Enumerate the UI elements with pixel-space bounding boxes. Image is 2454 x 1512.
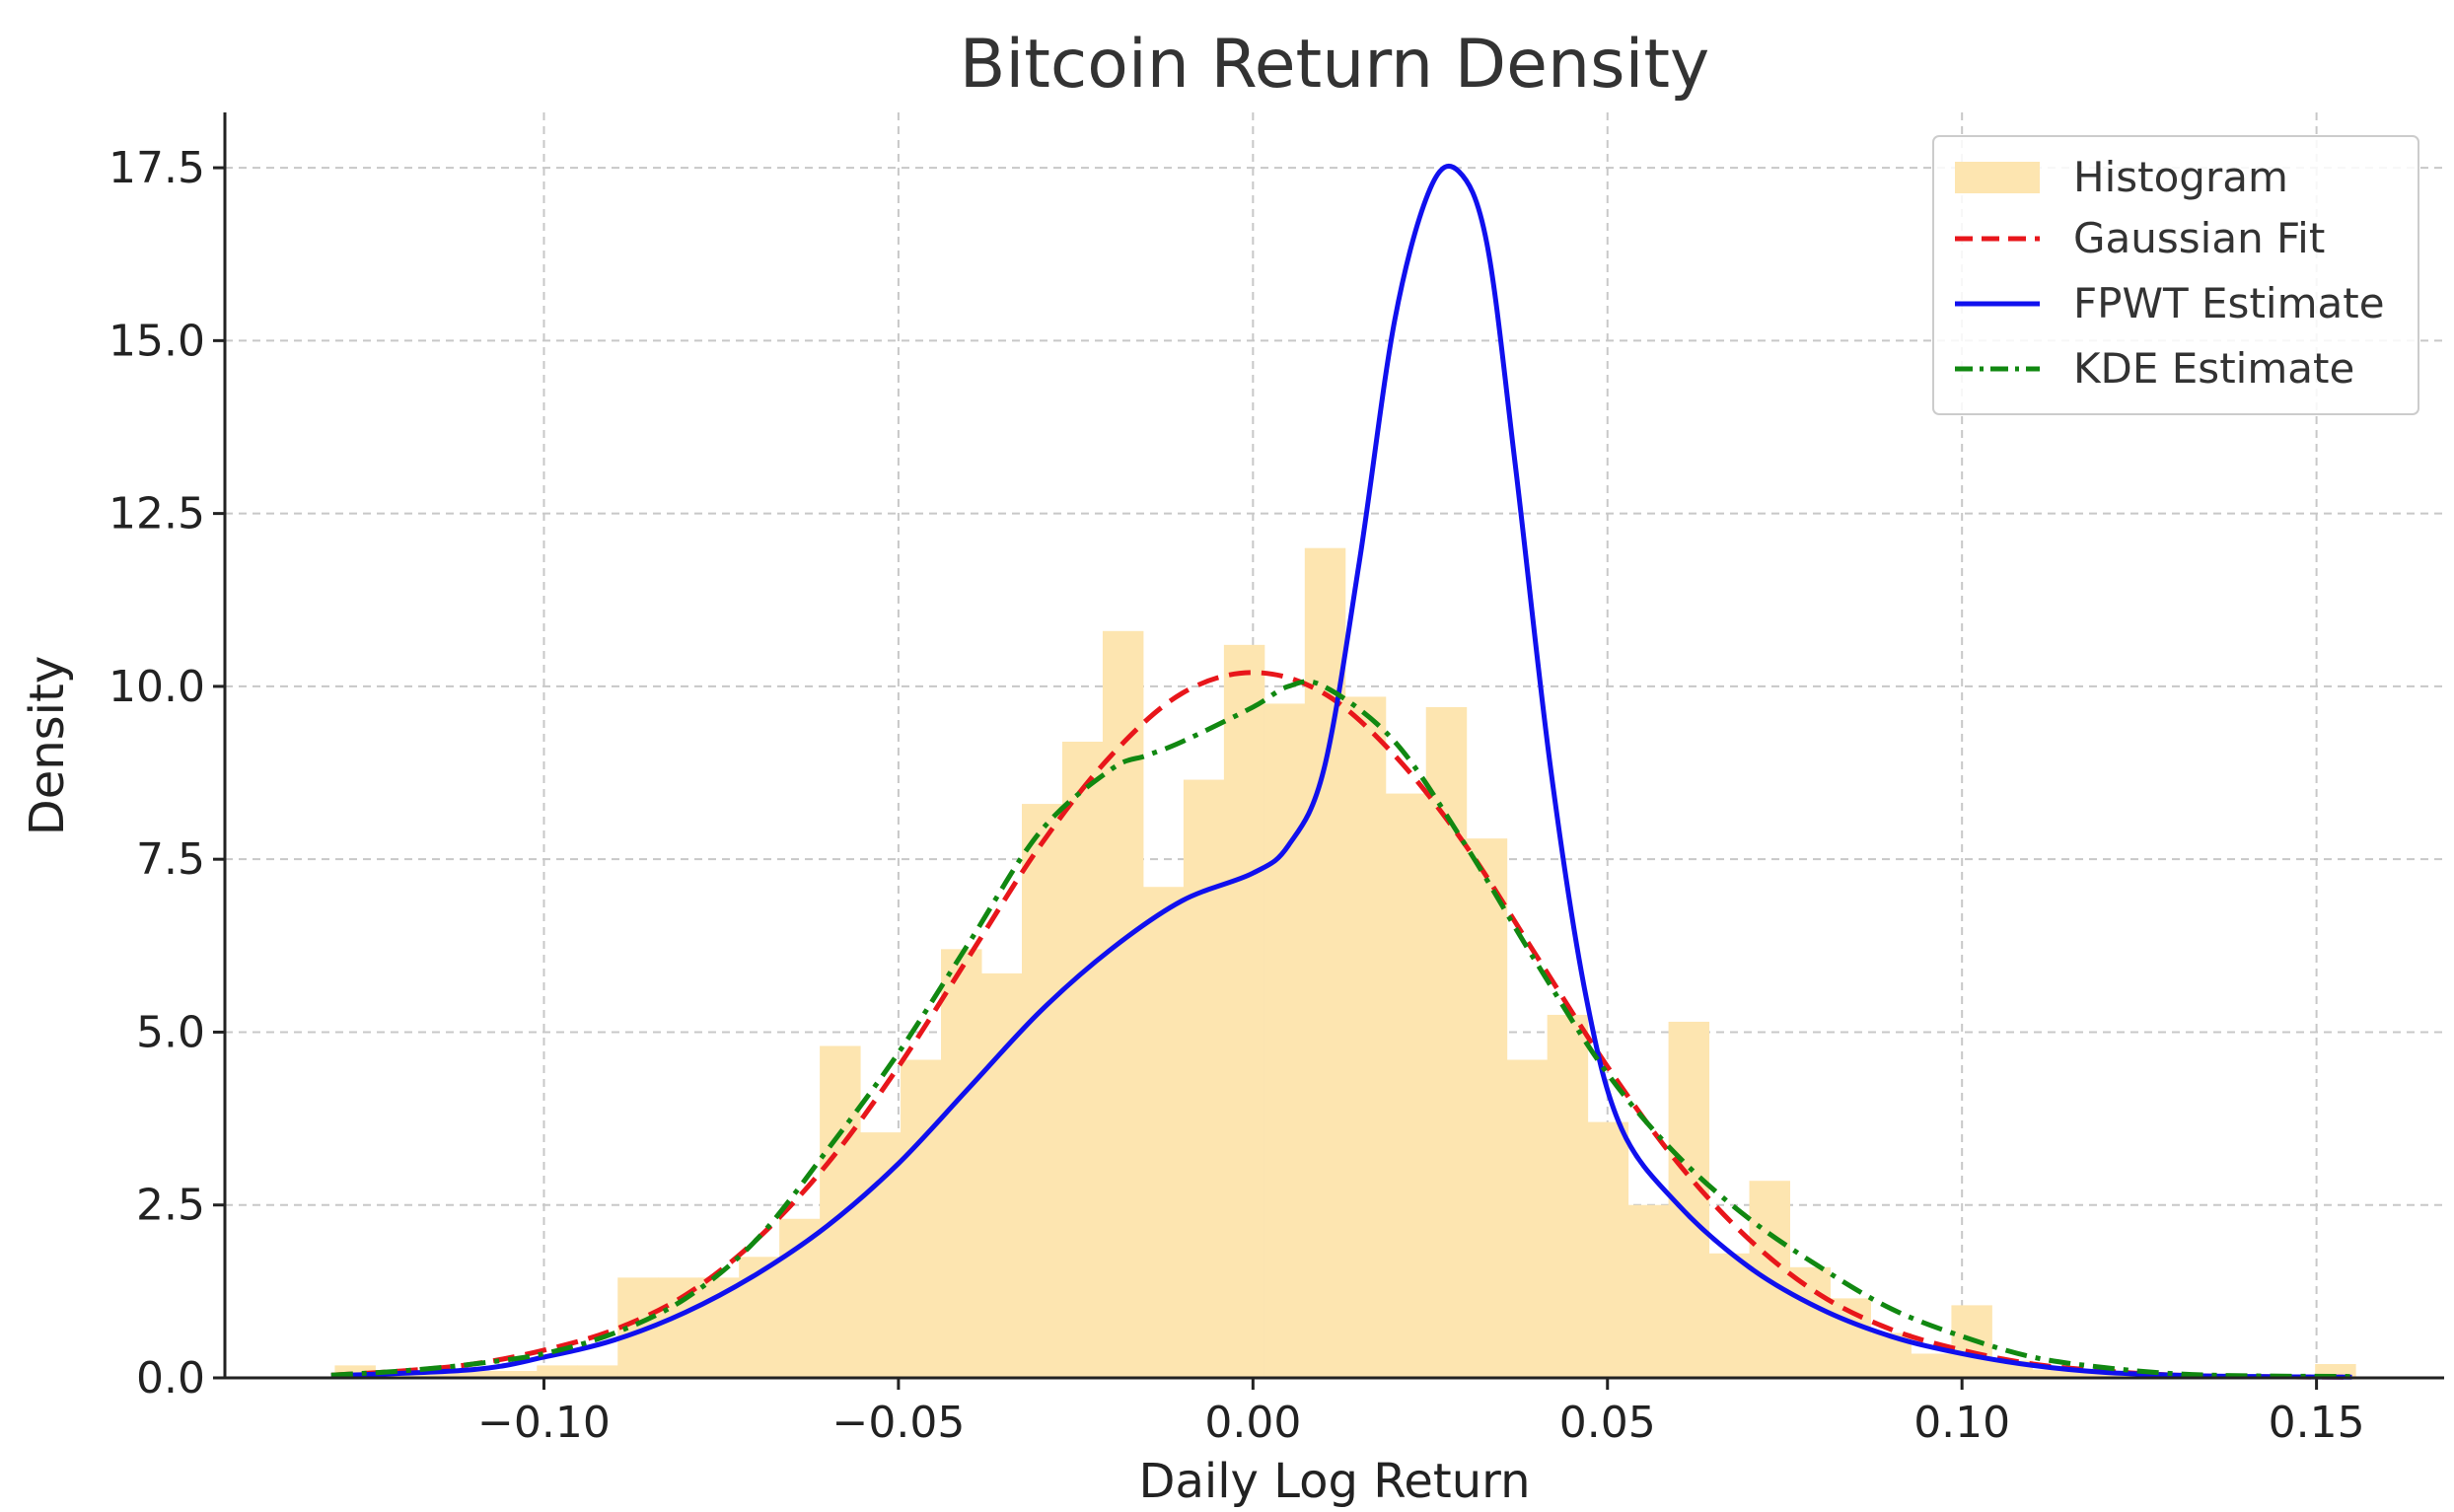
legend-swatch-histogram (1955, 162, 2040, 193)
histogram-bar (820, 1045, 861, 1378)
y-tick-label: 12.5 (108, 489, 205, 540)
histogram-bar (1587, 1121, 1629, 1378)
histogram-bar (1183, 779, 1225, 1378)
y-axis-label: Density (20, 656, 75, 835)
histogram-bar (1627, 1204, 1670, 1378)
histogram-bar (1263, 703, 1306, 1378)
legend-label-fpwt: FPWT Estimate (2073, 279, 2385, 327)
histogram-bar (1911, 1353, 1952, 1378)
histogram-bar (739, 1257, 780, 1378)
x-tick-label: 0.05 (1559, 1398, 1656, 1448)
histogram-bar (577, 1365, 618, 1378)
legend-label-kde: KDE Estimate (2073, 344, 2354, 393)
histogram-bar (1708, 1253, 1751, 1378)
series-line-kde-estimate (330, 679, 2352, 1380)
histogram-bar (2032, 1369, 2073, 1378)
histogram-bar (1547, 1014, 1589, 1378)
histogram-bar (1142, 887, 1185, 1378)
chart-title: Bitcoin Return Density (960, 26, 1710, 104)
histogram-bar (496, 1370, 538, 1378)
series-lines (330, 163, 2352, 1380)
histogram-bar (1304, 547, 1346, 1378)
x-tick-label: −0.05 (831, 1398, 965, 1448)
histogram-bars (334, 547, 2356, 1378)
y-tick-label: 2.5 (136, 1181, 205, 1231)
legend-label-histogram: Histogram (2073, 153, 2288, 201)
tick-labels: −0.10 −0.05 0.00 0.05 0.10 0.15 0.0 2.5 5.0 7.5 10… (108, 143, 2365, 1448)
histogram-bar (1344, 696, 1387, 1378)
histogram-bar (1789, 1266, 1831, 1378)
series-line-fpwt-estimate (330, 163, 2352, 1380)
histogram-bar (1061, 741, 1104, 1378)
x-tick-label: 0.15 (2269, 1398, 2365, 1448)
histogram-bar (1385, 793, 1427, 1378)
legend: Histogram Gaussian Fit FPWT Estimate KDE… (1932, 135, 2419, 415)
y-tick-label: 0.0 (136, 1353, 205, 1404)
series-line-gaussian-fit (330, 670, 2352, 1380)
y-tick-label: 10.0 (108, 662, 205, 712)
x-tick-label: 0.10 (1913, 1398, 2010, 1448)
histogram-bar (456, 1370, 497, 1378)
histogram-bar (698, 1277, 740, 1378)
x-axis-label: Daily Log Return (1139, 1454, 1531, 1509)
x-tick-label: 0.00 (1204, 1398, 1301, 1448)
y-tick-label: 5.0 (136, 1007, 205, 1057)
x-tick-label: −0.10 (477, 1398, 611, 1448)
histogram-bar (1223, 644, 1265, 1378)
histogram-bar (860, 1132, 902, 1378)
histogram-bar (1506, 1059, 1549, 1378)
histogram-bar (1466, 838, 1508, 1378)
legend-label-gaussian: Gaussian Fit (2073, 214, 2325, 262)
histogram-bar (415, 1370, 457, 1378)
axes (223, 112, 2444, 1380)
y-tick-label: 7.5 (136, 834, 205, 885)
histogram-bar (1021, 804, 1063, 1378)
histogram-bar (981, 972, 1023, 1378)
histogram-bar (1425, 706, 1468, 1378)
y-tick-label: 15.0 (108, 316, 205, 366)
histogram-bar (901, 1059, 942, 1378)
histogram-bar (941, 949, 982, 1378)
histogram-bar (537, 1365, 578, 1378)
histogram-bar (779, 1218, 821, 1378)
histogram-bar (2072, 1372, 2114, 1378)
legend-frame (1932, 135, 2419, 415)
y-tick-label: 17.5 (108, 143, 205, 193)
